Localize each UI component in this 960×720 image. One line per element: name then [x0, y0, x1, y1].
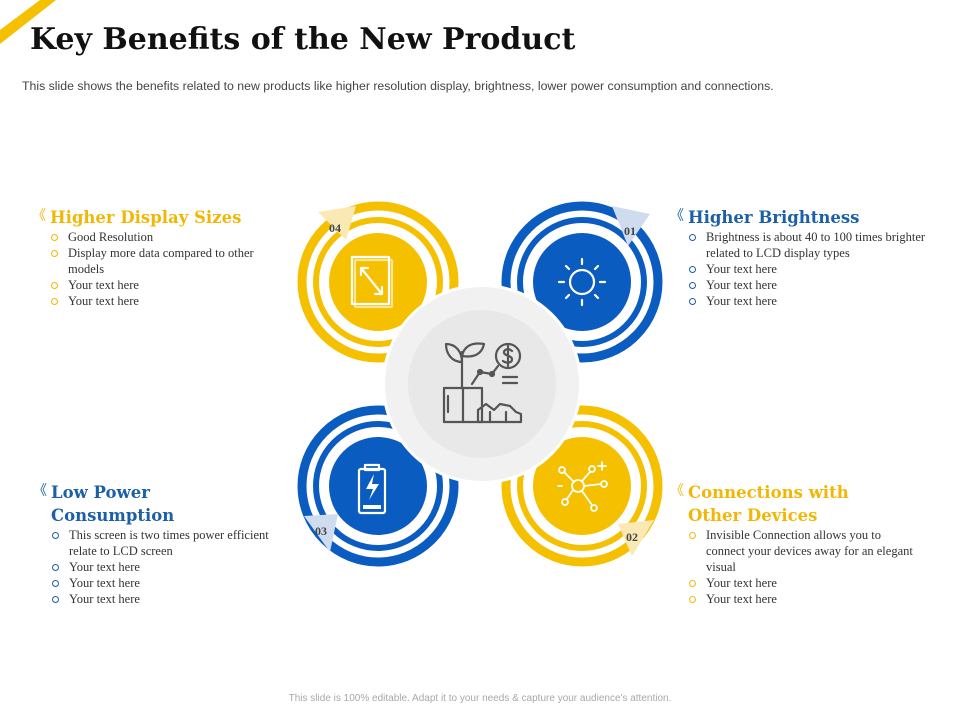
benefit-bullets: This screen is two times power efficient… — [33, 527, 278, 607]
chevron-left-icon: 《 — [670, 208, 684, 224]
page-subtitle: This slide shows the benefits related to… — [22, 79, 774, 93]
benefit-circle-02: 02 — [501, 405, 663, 567]
page-footer: This slide is 100% editable. Adapt it to… — [288, 693, 672, 704]
number-badge-03 — [304, 514, 338, 552]
network-connection-icon — [557, 461, 608, 512]
number-01: 01 — [624, 224, 636, 238]
battery-charging-icon — [357, 463, 387, 515]
number-badge-02 — [618, 520, 654, 556]
benefit-low-power: 《 Low Power Consumption This screen is t… — [33, 481, 278, 607]
bullet-item: Your text here — [50, 277, 272, 293]
benefit-title: Higher Display Sizes — [50, 208, 242, 227]
number-badge-04 — [318, 206, 356, 240]
bullet-item: Your text here — [50, 293, 272, 309]
number-04: 04 — [329, 221, 341, 235]
benefit-circle-01: 01 — [501, 201, 663, 363]
benefit-bullets: Brightness is about 40 to 100 times brig… — [670, 229, 930, 309]
bullet-item: Your text here — [51, 591, 278, 607]
growth-investment-icon — [442, 342, 523, 424]
benefit-title: Higher Brightness — [688, 208, 860, 227]
chevron-left-icon: 《 — [32, 208, 46, 224]
benefit-connections: 《 Connections with Other Devices Invisib… — [670, 481, 920, 607]
bullet-item: Your text here — [688, 293, 930, 309]
bullet-item: This screen is two times power efficient… — [51, 527, 278, 559]
bullet-item: Your text here — [688, 575, 920, 591]
sun-icon — [557, 257, 607, 307]
corner-accent — [0, 0, 56, 44]
bullet-item: Your text here — [688, 277, 930, 293]
benefit-title: Low Power Consumption — [51, 483, 175, 525]
benefit-display-sizes: 《 Higher Display Sizes Good Resolution D… — [32, 206, 272, 309]
benefit-bullets: Invisible Connection allows you to conne… — [670, 527, 920, 607]
number-03: 03 — [315, 524, 327, 538]
benefit-circle-03: 03 — [297, 405, 459, 567]
benefit-brightness: 《 Higher Brightness Brightness is about … — [670, 206, 930, 309]
bullet-item: Invisible Connection allows you to conne… — [688, 527, 920, 575]
bullet-item: Display more data compared to other mode… — [50, 245, 272, 277]
bullet-item: Your text here — [688, 261, 930, 277]
resize-screen-icon — [350, 255, 394, 309]
chevron-left-icon: 《 — [33, 483, 47, 499]
bullet-item: Your text here — [51, 559, 278, 575]
benefit-bullets: Good Resolution Display more data compar… — [32, 229, 272, 309]
bullet-item: Your text here — [51, 575, 278, 591]
benefit-circle-04: 04 — [297, 201, 459, 363]
benefit-title: Connections with Other Devices — [688, 483, 849, 525]
page-title: Key Benefits of the New Product — [30, 22, 576, 57]
number-badge-01 — [612, 206, 650, 246]
bullet-item: Brightness is about 40 to 100 times brig… — [688, 229, 930, 261]
center-circle — [382, 284, 582, 484]
chevron-left-icon: 《 — [670, 483, 684, 499]
bullet-item: Good Resolution — [50, 229, 272, 245]
bullet-item: Your text here — [688, 591, 920, 607]
number-02: 02 — [626, 530, 638, 544]
